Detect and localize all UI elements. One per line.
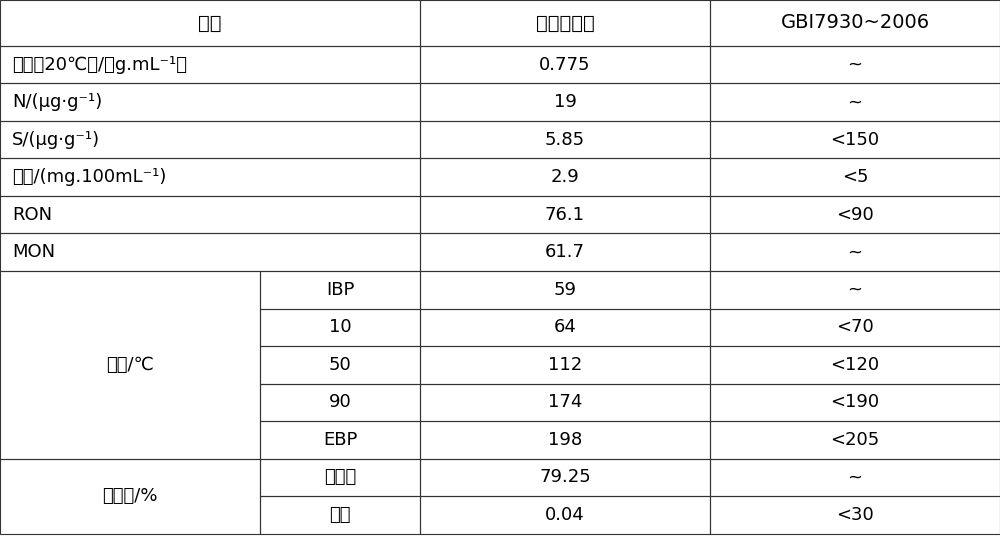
Bar (710, 121, 1000, 159)
Bar (710, 159, 1000, 196)
Bar (420, 121, 710, 159)
Text: 64: 64 (554, 318, 576, 336)
Bar (420, 458, 710, 496)
Bar (0, 84, 420, 121)
Bar (0, 46, 420, 84)
Text: <70: <70 (836, 318, 874, 336)
Text: 198: 198 (548, 431, 582, 449)
Bar (420, 346, 710, 384)
Text: MON: MON (12, 243, 55, 261)
Text: <30: <30 (836, 506, 874, 524)
Bar (260, 271, 420, 309)
Bar (0, 159, 420, 196)
Bar (710, 84, 1000, 121)
Bar (260, 496, 420, 534)
Text: 石脑油馏分: 石脑油馏分 (536, 13, 594, 32)
Text: S/(μg·g⁻¹): S/(μg·g⁻¹) (12, 131, 100, 149)
Bar (710, 271, 1000, 309)
Bar (710, 0, 1000, 46)
Bar (260, 384, 420, 421)
Text: GBI7930~2006: GBI7930~2006 (780, 13, 930, 32)
Bar (420, 46, 710, 84)
Text: 馏程/℃: 馏程/℃ (106, 356, 154, 374)
Text: 90: 90 (329, 393, 351, 411)
Bar (420, 271, 710, 309)
Text: 0.775: 0.775 (539, 56, 591, 74)
Text: 饱和分: 饱和分 (324, 468, 356, 486)
Text: ~: ~ (848, 56, 863, 74)
Text: 61.7: 61.7 (545, 243, 585, 261)
Text: 项目: 项目 (198, 13, 222, 32)
Text: ~: ~ (848, 243, 863, 261)
Text: IBP: IBP (326, 281, 354, 299)
Text: 10: 10 (329, 318, 351, 336)
Text: 19: 19 (554, 93, 576, 111)
Bar (710, 196, 1000, 233)
Bar (420, 309, 710, 346)
Text: <90: <90 (836, 206, 874, 224)
Text: <190: <190 (830, 393, 880, 411)
Bar (420, 233, 710, 271)
Text: 79.25: 79.25 (539, 468, 591, 486)
Text: 烯烃: 烯烃 (329, 506, 351, 524)
Bar (0, 458, 260, 534)
Text: ~: ~ (848, 468, 863, 486)
Text: <205: <205 (830, 431, 880, 449)
Text: 174: 174 (548, 393, 582, 411)
Bar (0, 0, 420, 46)
Text: RON: RON (12, 206, 52, 224)
Bar (260, 421, 420, 458)
Bar (260, 309, 420, 346)
Text: <150: <150 (830, 131, 880, 149)
Bar (0, 196, 420, 233)
Text: N/(μg·g⁻¹): N/(μg·g⁻¹) (12, 93, 102, 111)
Bar (260, 346, 420, 384)
Text: <120: <120 (830, 356, 880, 374)
Text: <5: <5 (842, 168, 868, 186)
Text: 5.85: 5.85 (545, 131, 585, 149)
Text: 59: 59 (554, 281, 576, 299)
Text: 胶质/(mg.100mL⁻¹): 胶质/(mg.100mL⁻¹) (12, 168, 166, 186)
Bar (260, 458, 420, 496)
Bar (710, 384, 1000, 421)
Text: ~: ~ (848, 281, 863, 299)
Bar (710, 346, 1000, 384)
Bar (710, 496, 1000, 534)
Text: ~: ~ (848, 93, 863, 111)
Bar (0, 271, 260, 458)
Text: 0.04: 0.04 (545, 506, 585, 524)
Bar (0, 233, 420, 271)
Bar (420, 196, 710, 233)
Bar (0, 121, 420, 159)
Bar (420, 84, 710, 121)
Bar (420, 421, 710, 458)
Bar (710, 309, 1000, 346)
Text: 112: 112 (548, 356, 582, 374)
Text: 密度（20℃）/（g.mL⁻¹）: 密度（20℃）/（g.mL⁻¹） (12, 56, 187, 74)
Text: EBP: EBP (323, 431, 357, 449)
Bar (710, 233, 1000, 271)
Bar (420, 384, 710, 421)
Text: 76.1: 76.1 (545, 206, 585, 224)
Bar (420, 159, 710, 196)
Bar (420, 0, 710, 46)
Text: 2.9: 2.9 (551, 168, 579, 186)
Bar (710, 421, 1000, 458)
Bar (710, 458, 1000, 496)
Text: 族组成/%: 族组成/% (102, 487, 158, 505)
Bar (710, 46, 1000, 84)
Bar (420, 496, 710, 534)
Text: 50: 50 (329, 356, 351, 374)
